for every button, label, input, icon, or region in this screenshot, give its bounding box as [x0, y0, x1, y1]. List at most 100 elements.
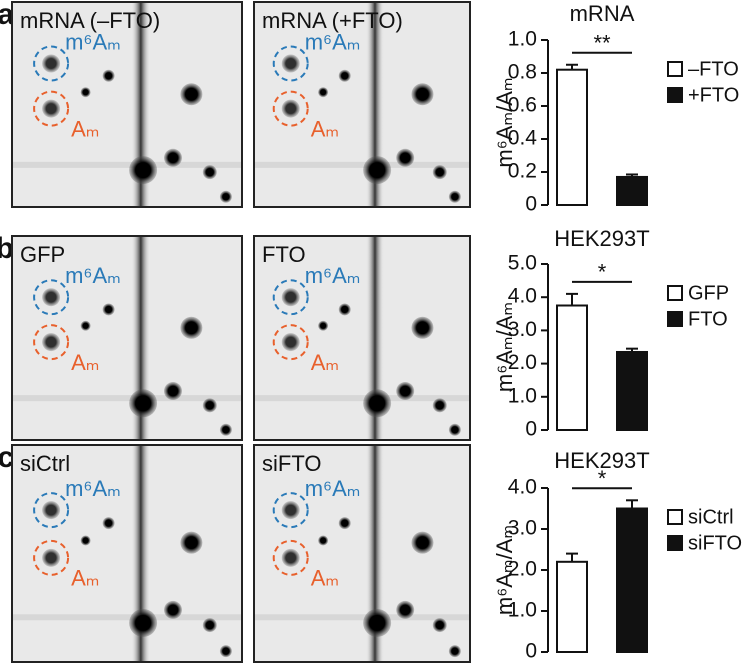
- bar: [616, 507, 648, 653]
- am-circle: [33, 539, 70, 576]
- tlc-spot: [164, 148, 182, 167]
- tlc-streak: [13, 161, 241, 168]
- am-circle: [33, 324, 70, 361]
- tlc-spot: [411, 83, 434, 106]
- y-tick-label: 0.8: [508, 61, 537, 84]
- tlc-spot: [411, 316, 434, 339]
- tlc-spot: [448, 423, 461, 436]
- tlc-spot: [363, 389, 392, 418]
- tlc-spot: [180, 531, 203, 554]
- tlc-streak: [131, 446, 150, 661]
- tlc-spot: [219, 423, 232, 436]
- tlc-streak: [131, 237, 150, 439]
- y-tick-label: 3.0: [508, 517, 537, 540]
- chart-title: HEK293T: [554, 448, 649, 473]
- am-circle: [272, 90, 309, 127]
- y-tick-label: 0: [525, 193, 537, 216]
- tlc-spot: [396, 600, 415, 619]
- tlc-spot: [42, 333, 61, 352]
- m6am-label: m⁶Aₘ: [65, 29, 121, 54]
- legend-label: +FTO: [688, 84, 739, 106]
- tlc-spot: [42, 54, 61, 73]
- chart-title: mRNA: [570, 1, 635, 26]
- tlc-spot: [363, 608, 392, 637]
- tlc-spot: [338, 69, 351, 82]
- tlc-streak: [366, 446, 384, 661]
- am-label: Aₘ: [71, 116, 99, 141]
- am-label: Aₘ: [311, 116, 339, 141]
- legend-label: GFP: [688, 282, 729, 304]
- y-tick-label: 1.0: [508, 384, 537, 407]
- m6am-circle: [33, 492, 70, 529]
- am-circle: [272, 539, 309, 576]
- tlc-spot: [42, 501, 61, 520]
- m6am-label: m⁶Aₘ: [65, 263, 121, 288]
- tlc-spot: [180, 316, 203, 339]
- legend-swatch: [667, 311, 683, 327]
- tlc-spot: [42, 288, 61, 307]
- tlc-spot: [80, 87, 91, 98]
- tlc-spot: [102, 69, 115, 82]
- am-circle: [272, 324, 309, 361]
- tlc-spot: [432, 618, 447, 633]
- tlc-streak: [366, 237, 384, 439]
- tlc-spot: [102, 517, 115, 530]
- tlc-spot: [281, 288, 300, 307]
- tlc-spot: [281, 54, 300, 73]
- legend-label: siCtrl: [688, 506, 734, 528]
- tlc-spot: [42, 99, 61, 118]
- am-label: Aₘ: [71, 566, 99, 591]
- y-axis-label: m⁶Aₘ/Aₘ: [492, 302, 517, 392]
- y-tick-label: 5.0: [508, 252, 537, 275]
- chart-title: HEK293T: [554, 226, 649, 251]
- y-tick-label: 1.0: [508, 599, 537, 622]
- tlc-spot: [80, 320, 91, 331]
- m6am-circle: [33, 279, 70, 316]
- am-label: Aₘ: [71, 350, 99, 375]
- y-axis-label: m⁶Aₘ/Aₘ: [492, 525, 517, 615]
- tlc-spot: [363, 156, 392, 185]
- tlc-spot: [448, 190, 461, 203]
- tlc-spot: [432, 165, 447, 180]
- tlc-spot: [180, 83, 203, 106]
- tlc-streak: [131, 3, 150, 206]
- tlc-spot: [448, 645, 461, 658]
- legend-swatch: [667, 285, 683, 301]
- y-tick-label: 2.0: [508, 351, 537, 374]
- m6am-label: m⁶Aₘ: [305, 29, 361, 54]
- tlc-streak: [13, 395, 241, 402]
- y-tick-label: 2.0: [508, 558, 537, 581]
- m6am-label: m⁶Aₘ: [305, 263, 361, 288]
- tlc-spot: [396, 382, 415, 401]
- y-tick-label: 0.6: [508, 94, 537, 117]
- tlc-spot: [164, 600, 182, 619]
- legend-label: FTO: [688, 308, 728, 330]
- legend-swatch: [667, 87, 683, 103]
- panel-letter: a: [0, 0, 14, 31]
- tlc-spot: [219, 190, 232, 203]
- y-tick-label: 0.2: [508, 160, 537, 183]
- tlc-spot: [281, 99, 300, 118]
- panel-letter: c: [0, 441, 14, 474]
- tlc-spot: [281, 501, 300, 520]
- am-circle: [33, 90, 70, 127]
- tlc-spot: [42, 548, 61, 567]
- tlc-spot: [432, 398, 447, 413]
- significance-label: *: [598, 260, 607, 285]
- legend-swatch: [667, 61, 683, 77]
- bar: [616, 350, 648, 432]
- legend-label: siFTO: [688, 532, 742, 554]
- am-label: Aₘ: [311, 350, 339, 375]
- significance-label: **: [593, 31, 611, 56]
- tlc-streak: [255, 614, 469, 621]
- tlc-spot: [219, 645, 232, 658]
- m6am-circle: [272, 492, 309, 529]
- tlc-spot: [202, 165, 217, 180]
- panel-letter: b: [0, 232, 14, 265]
- bar: [556, 304, 588, 431]
- m6am-label: m⁶Aₘ: [65, 476, 121, 501]
- tlc-streak: [13, 614, 241, 621]
- bar: [556, 68, 588, 206]
- tlc-streak: [255, 395, 469, 402]
